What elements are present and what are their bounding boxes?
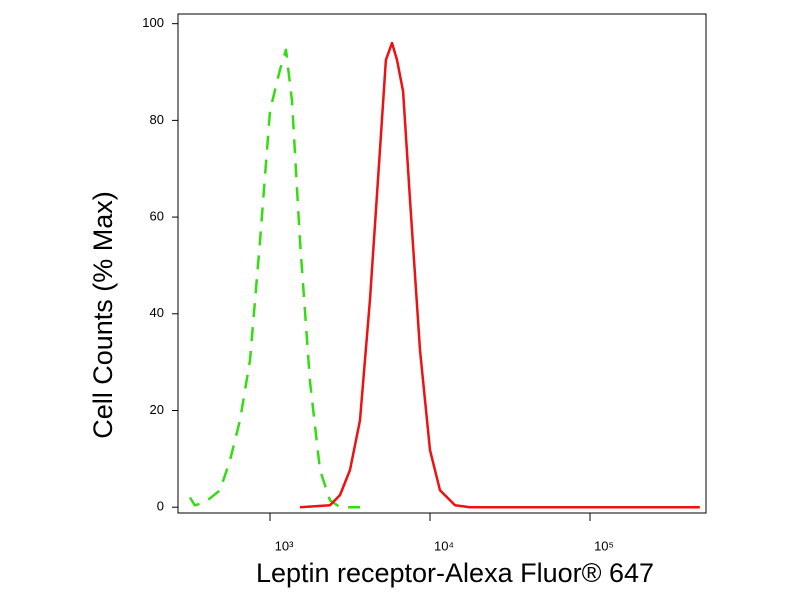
x-tick-label: 10³ [275,538,294,553]
series-line [188,48,360,509]
x-axis-title: Leptin receptor-Alexa Fluor® 647 [256,558,654,588]
y-axis-title: Cell Counts (% Max) [88,191,118,439]
y-tick-label: 100 [142,15,164,30]
plot-frame [177,13,707,514]
y-tick-label: 80 [150,112,164,127]
x-tick-label: 10⁴ [434,538,454,553]
series-line [299,41,700,509]
y-tick-label: 0 [157,499,164,514]
y-tick-label: 20 [150,402,164,417]
y-tick-label: 60 [150,209,164,224]
y-tick-label: 40 [150,305,164,320]
x-tick-label: 10⁵ [594,538,614,553]
